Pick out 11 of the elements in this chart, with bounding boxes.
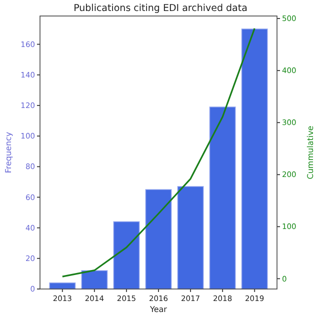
chart-title: Publications citing EDI archived data	[74, 3, 248, 14]
bar	[209, 106, 236, 290]
y-axis-title: Frequency	[4, 132, 13, 174]
bar	[145, 189, 172, 290]
bar	[177, 186, 204, 290]
x-axis-title: Year	[149, 305, 168, 314]
bar	[81, 270, 108, 290]
bar	[241, 28, 268, 290]
line-series	[62, 28, 256, 278]
y2-axis-title: Cummulative	[306, 126, 315, 180]
bar	[113, 221, 140, 290]
